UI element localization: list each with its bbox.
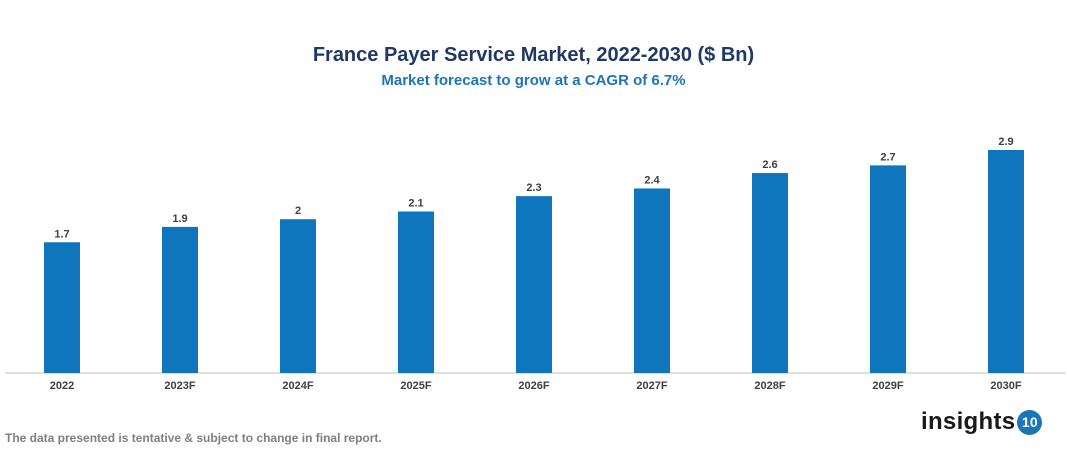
data-label: 2.3 [526, 182, 541, 194]
footer-note: The data presented is tentative & subjec… [5, 431, 382, 445]
x-tick-label: 2028F [754, 380, 785, 392]
x-tick-label: 2027F [636, 380, 667, 392]
bar-2030F [988, 150, 1024, 373]
bar-2028F [752, 173, 788, 373]
data-label: 2.6 [762, 159, 777, 171]
x-tick-label: 2022 [50, 380, 74, 392]
chart-subtitle: Market forecast to grow at a CAGR of 6.7… [381, 72, 686, 89]
x-tick-label: 2026F [518, 380, 549, 392]
data-label: 1.9 [172, 213, 187, 225]
logo-text: insights [921, 408, 1016, 435]
x-tick-label: 2024F [282, 380, 313, 392]
chart-title: France Payer Service Market, 2022-2030 (… [312, 44, 755, 66]
data-label: 2.1 [408, 198, 423, 210]
bar-2023F [162, 226, 198, 373]
bar-2022 [44, 242, 80, 373]
bar-chart: 1.7 2022 1.9 2023F 2 2024F 2.1 2025F 2.3 2026F 2.4… [5, 136, 1065, 392]
bar-2024F [280, 219, 316, 373]
bar-2026F [516, 196, 552, 373]
data-label: 2 [295, 205, 301, 217]
data-label: 2.9 [998, 136, 1013, 148]
x-tick-label: 2029F [872, 380, 903, 392]
data-label: 2.7 [880, 151, 895, 163]
logo-number: 10 [1017, 409, 1043, 435]
x-tick-label: 2030F [990, 380, 1021, 392]
data-label: 2.4 [644, 174, 660, 186]
x-tick-label: 2025F [400, 380, 431, 392]
insights10-logo: insights 10 [921, 408, 1043, 436]
bar-2027F [634, 188, 670, 373]
x-tick-label: 2023F [164, 380, 195, 392]
data-label: 1.7 [54, 228, 69, 240]
bar-2029F [870, 165, 906, 373]
bar-2025F [398, 211, 434, 373]
